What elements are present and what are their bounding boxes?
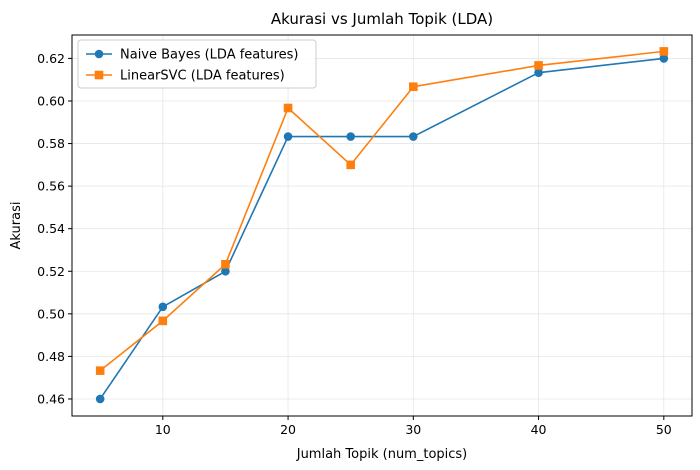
data-point: [409, 132, 418, 141]
chart-title: Akurasi vs Jumlah Topik (LDA): [271, 10, 493, 28]
data-point: [158, 316, 168, 326]
data-point: [659, 54, 669, 63]
y-tick-label: 0.58: [37, 136, 65, 151]
plot-frame: [71, 34, 693, 417]
data-point: [409, 82, 418, 92]
y-tick-label: 0.52: [37, 264, 65, 279]
series-linearsvc: [95, 47, 669, 375]
y-tick-label: 0.54: [37, 221, 65, 236]
x-tick-label: 50: [656, 422, 672, 437]
legend-marker: [94, 49, 104, 59]
legend: Naive Bayes (LDA features) LinearSVC (LDA…: [77, 39, 317, 89]
x-axis-label: Jumlah Topik (num_topics): [296, 447, 468, 462]
x-tick-label: 40: [531, 422, 547, 437]
data-point: [534, 61, 543, 70]
data-point: [221, 259, 230, 269]
data-point: [283, 103, 293, 113]
data-point: [95, 394, 105, 404]
data-point: [95, 366, 105, 375]
legend-marker: [94, 70, 104, 80]
y-tick-label: 0.60: [37, 93, 65, 108]
axis-ticks: 10 20 30 40 50 0.46 0.48 0.50 0.52 0.54 0.56 0.58 0.…: [37, 51, 672, 437]
data-point: [659, 47, 669, 56]
data-point: [221, 266, 230, 276]
y-tick-label: 0.62: [37, 51, 65, 66]
data-point: [158, 302, 168, 312]
x-tick-label: 10: [155, 422, 171, 437]
data-point: [346, 160, 355, 170]
series-line: [99, 50, 664, 372]
data-point: [283, 132, 293, 141]
y-tick-label: 0.48: [37, 349, 65, 364]
grid: [72, 35, 692, 416]
series-layer: [95, 47, 669, 404]
x-tick-label: 30: [405, 422, 421, 437]
y-axis-label: Akurasi: [9, 202, 24, 250]
x-tick-label: 20: [280, 422, 296, 437]
y-tick-label: 0.46: [37, 391, 65, 406]
y-tick-label: 0.56: [37, 179, 65, 194]
y-tick-label: 0.50: [37, 306, 65, 321]
legend-label: LinearSVC (LDA features): [120, 69, 285, 84]
legend-box: [77, 39, 317, 89]
data-point: [346, 132, 355, 141]
legend-label: Naive Bayes (LDA features): [120, 48, 299, 63]
data-point: [534, 68, 543, 77]
